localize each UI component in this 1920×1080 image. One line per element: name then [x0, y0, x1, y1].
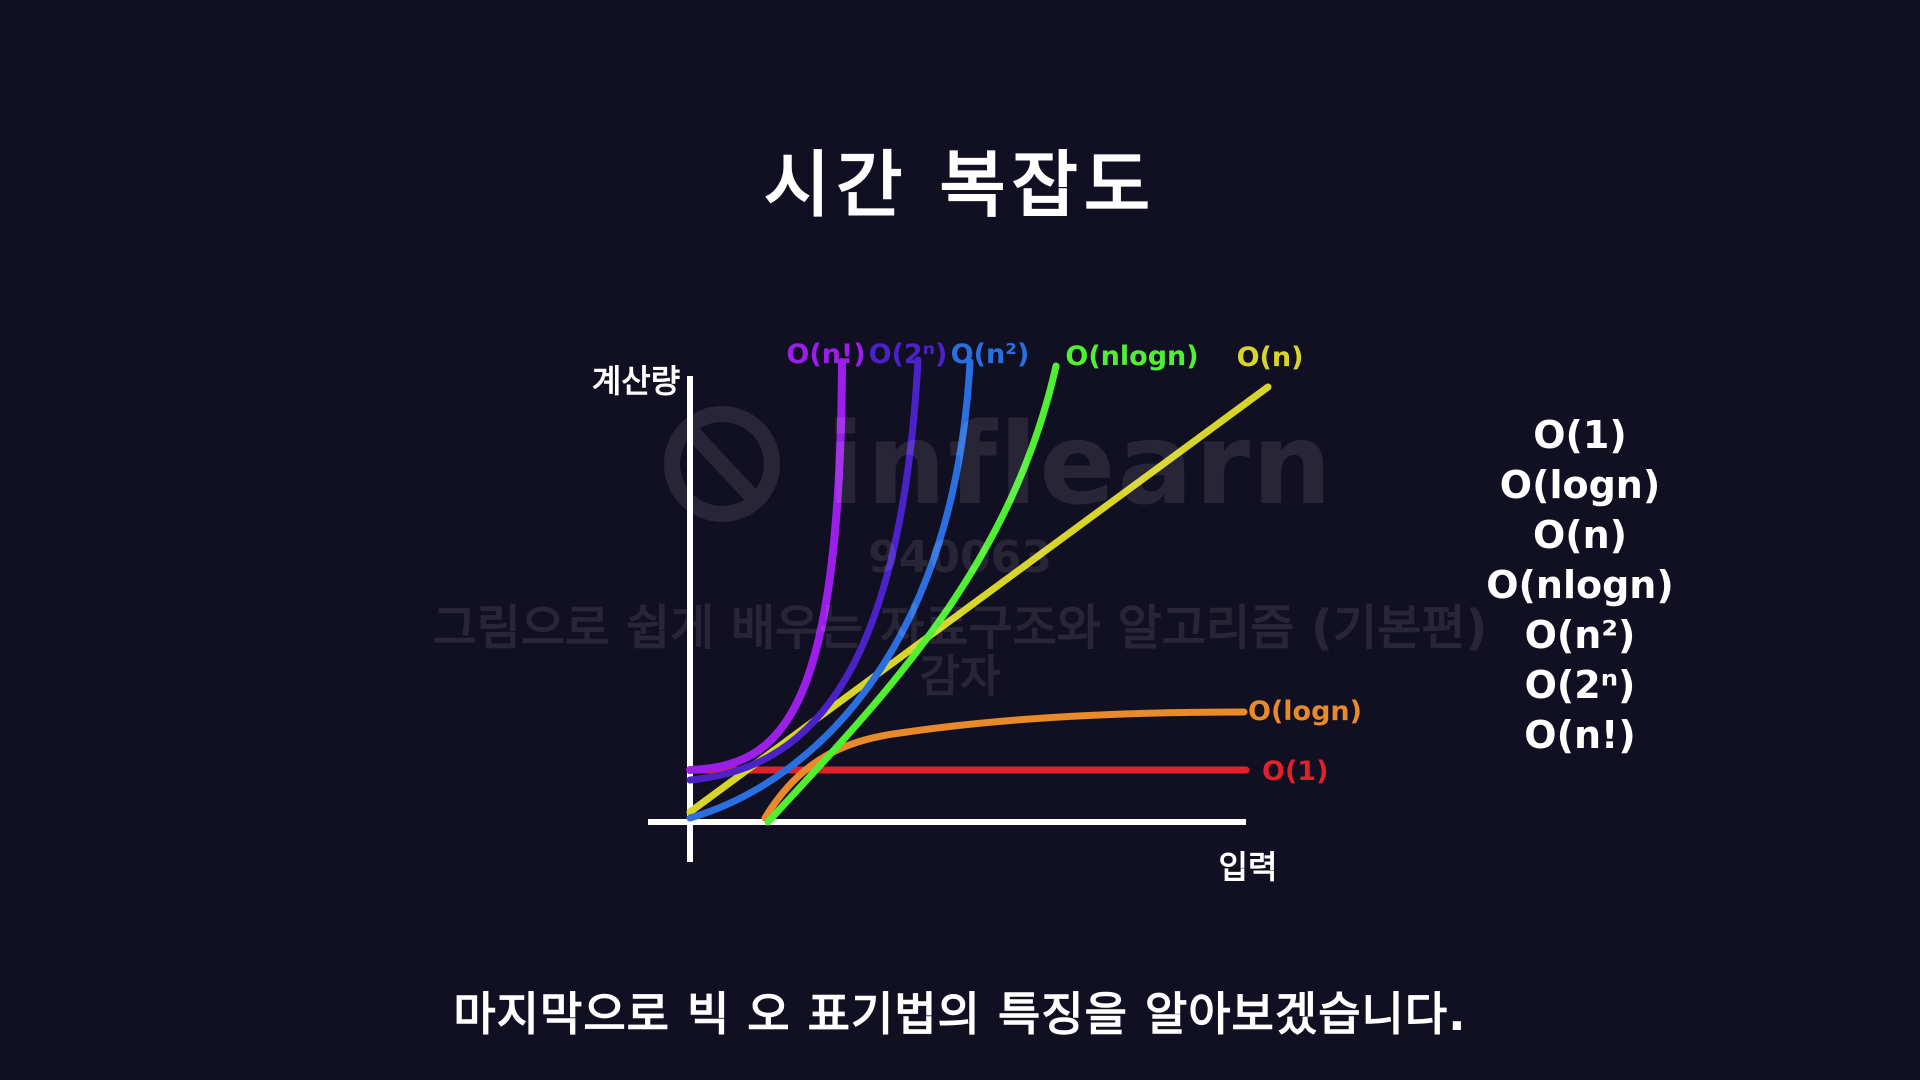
- x-axis-label: 입력: [1219, 848, 1278, 886]
- legend-item-o-1: O(1): [1533, 413, 1627, 457]
- series-curve-o-n: [686, 383, 1272, 816]
- legend-item-o-n2: O(n²): [1524, 613, 1636, 657]
- series-label-o-n: O(n): [1237, 342, 1304, 373]
- legend-item-o-nfact: O(n!): [1524, 713, 1636, 757]
- legend-item-o-n: O(n): [1532, 513, 1628, 557]
- series-label-o-nlogn: O(nlogn): [1065, 341, 1198, 372]
- series-curve-o-nfact: [686, 358, 846, 774]
- series-label-o-logn: O(logn): [1248, 696, 1362, 727]
- legend-item-o-logn: O(logn): [1499, 463, 1661, 507]
- series-label-o-2n: O(2ⁿ): [869, 339, 948, 370]
- legend-item-o-2n: O(2ⁿ): [1524, 663, 1636, 707]
- series-label-o-n2: O(n²): [951, 339, 1030, 370]
- caption-subtitle: 마지막으로 빅 오 표기법의 특징을 알아보겠습니다.: [453, 987, 1467, 1041]
- complexity-legend: O(1) O(logn) O(n) O(nlogn) O(n²) O(2ⁿ) O…: [1460, 410, 1700, 760]
- slide-title: 시간 복잡도: [763, 143, 1157, 227]
- series-curve-o-2n: [686, 356, 922, 784]
- series-label-o-1: O(1): [1262, 756, 1328, 787]
- legend-item-o-nlogn: O(nlogn): [1486, 563, 1674, 607]
- series-label-o-nfact: O(n!): [786, 339, 865, 370]
- y-axis-label: 계산량: [592, 362, 680, 400]
- series-curve-o-n2: [686, 358, 974, 822]
- series-curve-o-nlogn: [764, 362, 1060, 826]
- series-curve-o-logn: [761, 708, 1248, 822]
